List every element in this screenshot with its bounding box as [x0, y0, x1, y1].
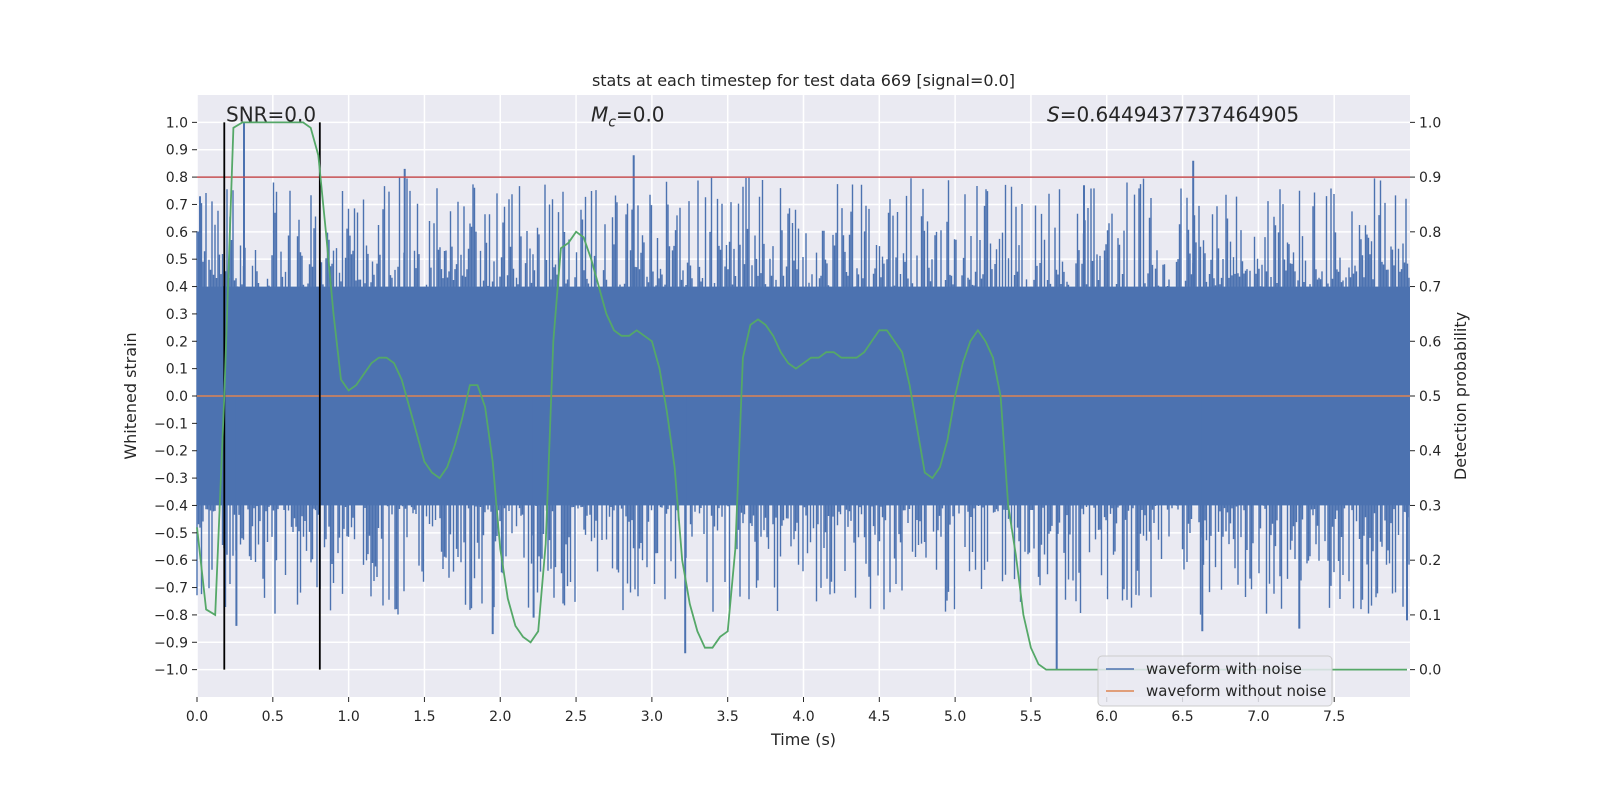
x-tick-label: 0.5: [262, 709, 284, 725]
y-tick-label: 0.6: [166, 225, 188, 241]
axes: 0.0 0.5 1.0 1.5 2.0 2.5 3.0 3.5 4.0 4.5 5.0 5.5 6.0 6…: [154, 115, 1441, 725]
y-tick-label: 0.0: [166, 389, 188, 405]
y-tick-label: −0.3: [154, 471, 188, 487]
y-tick-label: −0.1: [154, 416, 188, 432]
y-tick-label: 0.9: [166, 143, 188, 159]
x-tick-label: 7.5: [1323, 709, 1345, 725]
y-tick-label: 0.8: [166, 170, 188, 186]
s-value: =0.6449437737464905: [1060, 102, 1299, 126]
x-tick-label: 3.5: [717, 709, 739, 725]
y-tick-label: −0.9: [154, 635, 188, 651]
y-tick-label: −0.8: [154, 608, 188, 624]
x-tick-label: 1.5: [413, 709, 435, 725]
legend: waveform with noise waveform without noi…: [1097, 655, 1333, 707]
x-tick-label: 3.0: [641, 709, 663, 725]
lines: [196, 121, 1410, 671]
y2-tick-label: 0.8: [1419, 225, 1441, 241]
y2-tick-label: 0.0: [1419, 663, 1441, 679]
y-axis-label: Whitened strain: [121, 332, 140, 459]
mc-annotation: Mc=0.0: [591, 102, 665, 130]
y2-tick-label: 0.3: [1419, 498, 1441, 514]
y-tick-label: −0.7: [154, 581, 188, 597]
legend-box: [1097, 655, 1333, 707]
y-tick-label: 0.3: [166, 307, 188, 323]
y2-tick-label: 0.5: [1419, 389, 1441, 405]
legend-label-waveform-with-noise: waveform with noise: [1146, 660, 1302, 678]
snr-annotation: SNR=0.0: [226, 102, 316, 126]
s-annotation: S=0.6449437737464905: [1047, 102, 1299, 126]
x-tick-label: 0.0: [186, 709, 208, 725]
x-axis-label: Time (s): [770, 730, 836, 749]
y-tick-label: 0.7: [166, 197, 188, 213]
y2-tick-label: 0.6: [1419, 334, 1441, 350]
x-tick-label: 5.0: [944, 709, 966, 725]
y2-tick-label: 0.7: [1419, 280, 1441, 296]
y-tick-label: −0.6: [154, 553, 188, 569]
y-tick-label: −1.0: [154, 663, 188, 679]
mc-symbol: M: [591, 102, 608, 126]
chart-title: stats at each timestep for test data 669…: [592, 71, 1015, 90]
noise-peaks: [199, 122, 1408, 670]
y2-tick-label: 0.2: [1419, 553, 1441, 569]
x-tick-label: 5.5: [1020, 709, 1042, 725]
mc-subscript: c: [608, 114, 616, 130]
y2-tick-label: 0.9: [1419, 170, 1441, 186]
y-tick-label: 0.5: [166, 252, 188, 268]
y-tick-label: −0.4: [154, 498, 188, 514]
y-tick-label: 0.4: [166, 280, 188, 296]
x-tick-label: 4.5: [868, 709, 890, 725]
x-tick-label: 1.0: [337, 709, 359, 725]
x-tick-label: 6.0: [1096, 709, 1118, 725]
y-tick-label: 1.0: [166, 115, 188, 131]
series-detection-probability: [196, 121, 1407, 671]
x-tick-label: 7.0: [1247, 709, 1269, 725]
y2-tick-label: 0.1: [1419, 608, 1441, 624]
y2-tick-label: 0.4: [1419, 444, 1441, 460]
y2-tick-label: 1.0: [1419, 115, 1441, 131]
x-tick-label: 2.5: [565, 709, 587, 725]
y2-axis-label: Detection probability: [1451, 312, 1470, 480]
legend-label-waveform-without-noise: waveform without noise: [1146, 682, 1326, 700]
x-tick-label: 2.0: [489, 709, 511, 725]
y-tick-label: −0.5: [154, 526, 188, 542]
y-tick-label: −0.2: [154, 444, 188, 460]
mc-value: =0.0: [616, 102, 665, 126]
s-symbol: S: [1047, 102, 1060, 126]
y-tick-label: 0.1: [166, 362, 188, 378]
y-tick-label: 0.2: [166, 334, 188, 350]
x-tick-label: 4.0: [792, 709, 814, 725]
x-tick-label: 6.5: [1171, 709, 1193, 725]
